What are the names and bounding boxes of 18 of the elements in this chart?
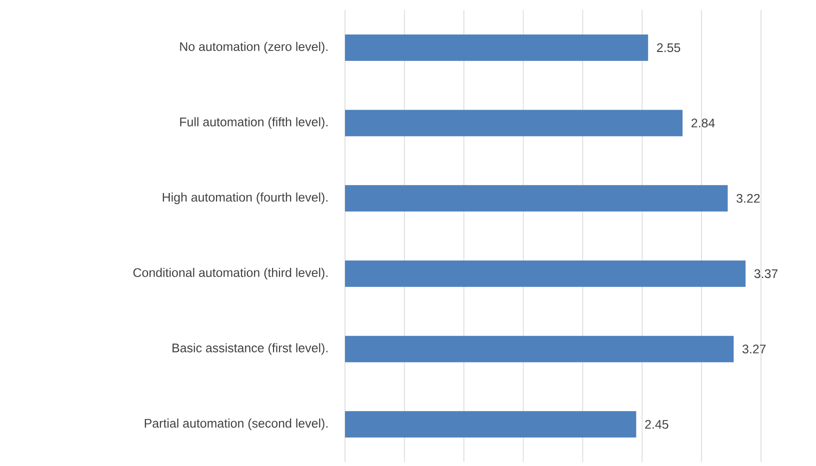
data-label: 3.27	[742, 344, 766, 354]
y-tick-label: High automation (fourth level).	[162, 192, 328, 204]
bar	[345, 185, 728, 212]
data-label: 3.37	[754, 269, 778, 278]
bar	[345, 34, 648, 61]
y-tick-label: Basic assistance (first level).	[172, 343, 328, 355]
bar	[345, 411, 636, 438]
bar	[345, 336, 734, 362]
data-label: 2.84	[692, 118, 715, 128]
y-tick-label: Partial automation (second level).	[144, 418, 328, 430]
bar	[345, 110, 683, 136]
data-label: 2.55	[657, 43, 680, 52]
data-label: 3.22	[736, 194, 760, 203]
y-tick-label: Conditional automation (third level).	[133, 268, 328, 280]
bar	[345, 260, 746, 287]
y-tick-label: Full automation (fifth level).	[180, 117, 328, 129]
data-label: 2.45	[645, 420, 668, 429]
y-tick-label: No automation (zero level).	[180, 42, 328, 54]
